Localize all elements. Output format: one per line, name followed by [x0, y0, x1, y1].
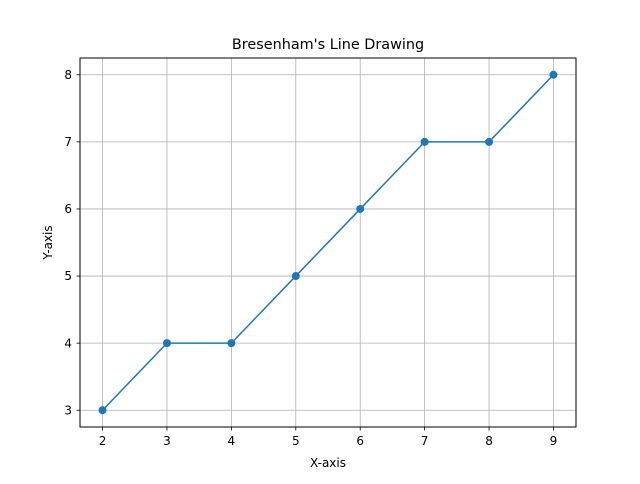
y-tick-label: 5: [64, 269, 72, 283]
data-point: [356, 204, 365, 213]
data-point: [420, 137, 429, 146]
x-tick-label: 4: [228, 434, 236, 448]
y-tick-label: 3: [64, 403, 72, 417]
axis-ticks: 2 3 4 5 6 7 8 9 3 4 5 6 7 8: [64, 68, 557, 448]
x-tick-label: 6: [356, 434, 364, 448]
grid: [80, 58, 576, 427]
x-tick-label: 5: [292, 434, 300, 448]
plot-frame: [79, 57, 577, 428]
data-point: [98, 406, 107, 415]
chart-title: Bresenham's Line Drawing: [232, 37, 424, 53]
data-point: [291, 272, 300, 281]
y-tick-label: 6: [64, 202, 72, 216]
y-tick-label: 7: [64, 135, 72, 149]
x-tick-label: 9: [550, 434, 558, 448]
data-point: [549, 70, 558, 79]
x-tick-label: 7: [421, 434, 429, 448]
data-point: [162, 339, 171, 348]
x-tick-label: 8: [485, 434, 493, 448]
data-series: [98, 70, 558, 415]
x-axis-label: X-axis: [310, 456, 346, 470]
series-line: [102, 74, 554, 411]
data-point: [227, 339, 236, 348]
data-point: [485, 137, 494, 146]
x-tick-label: 3: [163, 434, 171, 448]
y-axis-label: Y-axis: [41, 225, 55, 260]
y-tick-label: 8: [64, 68, 72, 82]
y-tick-label: 4: [64, 336, 72, 350]
x-tick-label: 2: [99, 434, 107, 448]
